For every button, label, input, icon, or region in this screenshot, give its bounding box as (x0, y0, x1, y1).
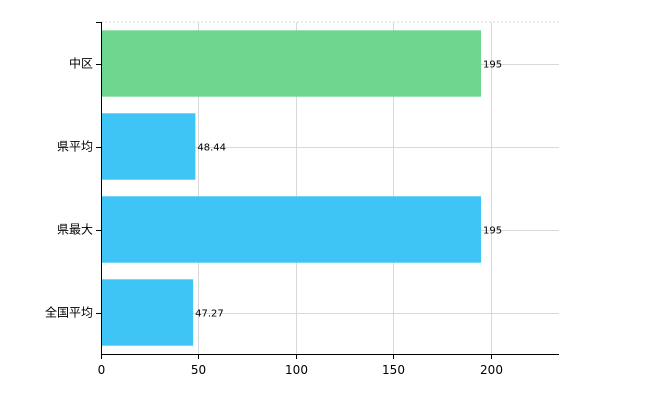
x-tick-label-3: 150 (382, 363, 405, 377)
data-labels: 195 48.44 195 47.27 (195, 60, 502, 320)
category-label-3: 全国平均 (45, 305, 93, 320)
category-label-0: 中区 (69, 56, 93, 71)
data-label-1: 48.44 (197, 143, 226, 154)
data-label-3: 47.27 (195, 309, 224, 320)
bars (101, 30, 482, 346)
bar-3 (101, 279, 194, 346)
bar-1 (101, 113, 196, 180)
x-tick-label-4: 200 (480, 363, 503, 377)
category-label-2: 県最大 (57, 223, 93, 237)
bar-2 (101, 196, 482, 263)
bar-0 (101, 30, 482, 97)
x-tick-label-1: 50 (191, 363, 206, 377)
x-tick-label-2: 100 (285, 363, 308, 377)
data-label-0: 195 (483, 60, 502, 71)
data-label-2: 195 (483, 226, 502, 237)
category-label-1: 県平均 (57, 140, 93, 154)
x-tick-label-0: 0 (98, 363, 106, 377)
